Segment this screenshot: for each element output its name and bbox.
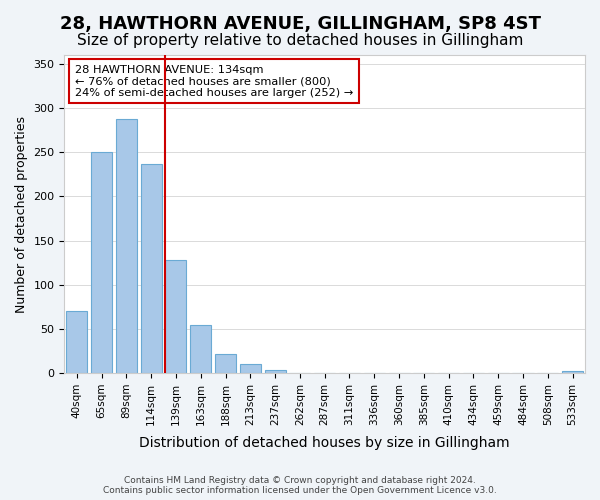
Y-axis label: Number of detached properties: Number of detached properties (15, 116, 28, 312)
Bar (66, 311, 88, 373)
Text: 28, HAWTHORN AVENUE, GILLINGHAM, SP8 4ST: 28, HAWTHORN AVENUE, GILLINGHAM, SP8 4ST (59, 15, 541, 33)
Text: 28 HAWTHORN AVENUE: 134sqm
← 76% of detached houses are smaller (800)
24% of sem: 28 HAWTHORN AVENUE: 134sqm ← 76% of deta… (75, 64, 353, 98)
Bar (265, 370, 286, 373)
Bar (166, 260, 187, 373)
Bar (240, 364, 261, 373)
Bar (562, 372, 583, 373)
Bar (91, 152, 112, 373)
Text: Contains HM Land Registry data © Crown copyright and database right 2024.
Contai: Contains HM Land Registry data © Crown c… (103, 476, 497, 495)
Bar (140, 164, 162, 373)
Bar (116, 120, 137, 373)
Bar (215, 354, 236, 373)
X-axis label: Distribution of detached houses by size in Gillingham: Distribution of detached houses by size … (139, 436, 510, 450)
Text: Size of property relative to detached houses in Gillingham: Size of property relative to detached ho… (77, 32, 523, 48)
Bar (190, 326, 211, 373)
